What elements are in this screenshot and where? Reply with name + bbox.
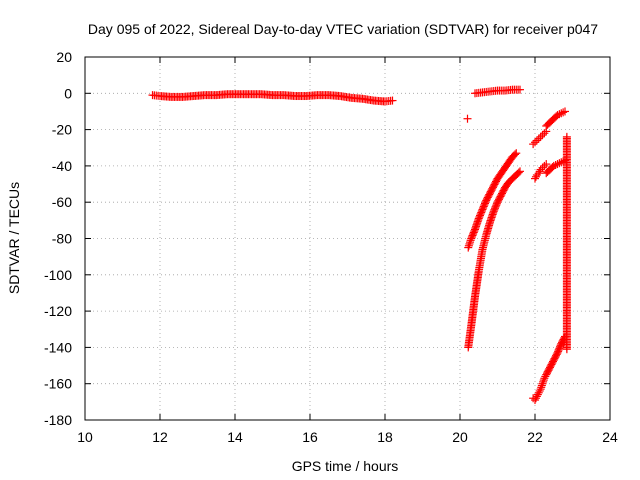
data-point: [542, 160, 551, 169]
series-arc4: [464, 149, 521, 252]
data-point-fill: [531, 394, 540, 403]
y-tick-label: -160: [44, 376, 72, 392]
x-tick-label: 22: [527, 429, 543, 445]
series-arc1: [148, 90, 397, 106]
y-tick-label: -100: [44, 267, 72, 283]
data-point: [540, 129, 549, 138]
series-arc5: [464, 167, 524, 352]
data-point-fill: [546, 357, 557, 370]
series-arc2: [463, 114, 472, 123]
data-point: [531, 138, 539, 147]
data-point-fill: [479, 197, 490, 212]
series-arc6: [529, 127, 551, 149]
data-point-fill: [555, 159, 564, 168]
data-point: [553, 111, 562, 120]
data-point-fill: [555, 110, 564, 119]
series-arc11: [562, 132, 571, 354]
data-point: [534, 169, 543, 178]
data-point: [536, 132, 545, 141]
data-point: [549, 161, 558, 170]
data-point: [512, 149, 521, 158]
series-arc8: [531, 160, 551, 183]
data-point-fill: [537, 381, 546, 392]
data-point-fill: [490, 199, 501, 214]
y-tick-label: -60: [52, 194, 72, 210]
x-tick-label: 18: [377, 429, 393, 445]
data-point: [534, 134, 543, 143]
data-point-fill: [494, 192, 505, 205]
y-tick-label: -40: [52, 158, 72, 174]
x-tick-label: 12: [152, 429, 168, 445]
y-tick-label: -120: [44, 303, 72, 319]
data-point: [532, 392, 541, 401]
data-point: [531, 396, 539, 405]
x-tick-label: 14: [227, 429, 243, 445]
data-point: [529, 140, 538, 149]
x-axis-title: GPS time / hours: [292, 458, 399, 474]
plot-frame: [84, 56, 611, 421]
data-point: [538, 163, 547, 172]
data-points: [148, 85, 571, 405]
data-point-fill: [464, 323, 476, 350]
data-point-fill: [535, 386, 544, 395]
y-axis-title: SDTVAR / TECUs: [6, 182, 22, 294]
data-point: [536, 165, 545, 174]
data-point: [463, 114, 472, 123]
data-point: [540, 161, 549, 170]
data-point: [532, 136, 541, 145]
data-point: [531, 174, 539, 183]
grid: [85, 57, 610, 420]
data-point: [388, 96, 397, 105]
data-point: [553, 160, 562, 169]
data-point: [538, 131, 547, 140]
series-arc3: [471, 85, 524, 98]
x-tick-label: 10: [77, 429, 93, 445]
x-tick-label: 16: [302, 429, 318, 445]
data-point-fill: [562, 134, 571, 352]
series-arc7: [542, 107, 569, 130]
data-point: [534, 388, 543, 397]
y-tick-label: -80: [52, 231, 72, 247]
data-point: [516, 85, 524, 94]
data-point-fill: [498, 185, 509, 198]
x-tick-label: 24: [602, 429, 618, 445]
data-point: [562, 345, 571, 354]
axis-ticks: 10 12 14 16 18 20 22 24 20 0 -20 -40 -60 -80 -100 -120 -…: [44, 49, 618, 445]
data-point: [516, 167, 524, 176]
y-tick-label: -180: [44, 412, 72, 428]
data-point: [538, 379, 547, 388]
y-tick-label: 0: [64, 85, 72, 101]
data-point-fill: [551, 160, 560, 169]
data-point-fill: [467, 226, 479, 241]
y-tick-label: 20: [56, 49, 72, 65]
data-point-fill: [541, 372, 550, 381]
y-tick-label: -20: [52, 122, 72, 138]
data-point-fill: [539, 376, 548, 386]
data-point-fill: [559, 108, 568, 117]
chart-title: Day 095 of 2022, Sidereal Day-to-day VTE…: [88, 21, 598, 37]
y-tick-label: -140: [44, 339, 72, 355]
data-point-fill: [533, 390, 542, 399]
x-tick-label: 20: [452, 429, 468, 445]
data-point: [540, 374, 549, 383]
data-point: [557, 109, 566, 118]
data-point: [536, 385, 545, 394]
data-point: [561, 107, 569, 116]
data-point-fill: [471, 216, 483, 232]
